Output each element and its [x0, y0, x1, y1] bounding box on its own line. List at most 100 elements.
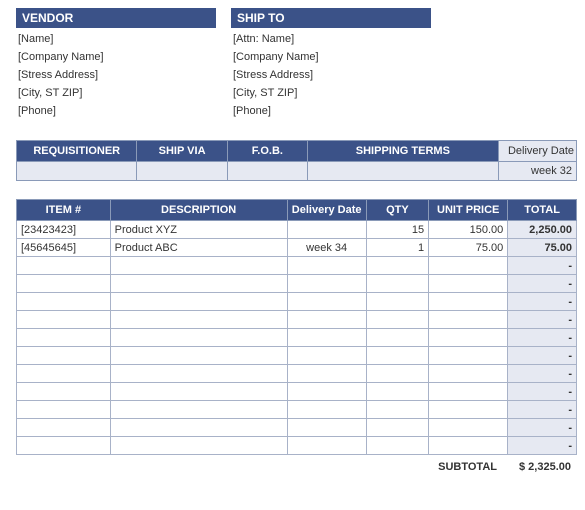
cell-item[interactable] [17, 365, 111, 383]
table-row: - [17, 383, 577, 401]
cell-qty[interactable] [366, 311, 428, 329]
cell-total: 2,250.00 [508, 221, 577, 239]
subtotal-row: SUBTOTAL $ 2,325.00 [16, 457, 577, 477]
shipto-title: SHIP TO [231, 8, 431, 28]
table-row: [23423423]Product XYZ 15150.002,250.00 [17, 221, 577, 239]
cell-total: - [508, 401, 577, 419]
cell-delivery[interactable] [287, 437, 366, 455]
table-row: - [17, 329, 577, 347]
items-header: Delivery Date [287, 200, 366, 221]
cell-item[interactable] [17, 293, 111, 311]
cell-description[interactable]: Product XYZ [110, 221, 287, 239]
cell-item[interactable] [17, 329, 111, 347]
cell-total: - [508, 311, 577, 329]
items-header: ITEM # [17, 200, 111, 221]
shipto-fields: [Attn: Name] [Company Name] [Stress Addr… [231, 28, 431, 120]
cell-description[interactable] [110, 347, 287, 365]
cell-delivery[interactable] [287, 275, 366, 293]
cell-item[interactable] [17, 437, 111, 455]
cell-qty[interactable]: 1 [366, 239, 428, 257]
cell-description[interactable] [110, 329, 287, 347]
cell-delivery[interactable] [287, 401, 366, 419]
cell-unit-price[interactable]: 150.00 [429, 221, 508, 239]
cell-qty[interactable] [366, 347, 428, 365]
cell-unit-price[interactable] [429, 365, 508, 383]
cell-description[interactable] [110, 365, 287, 383]
cell-item[interactable] [17, 311, 111, 329]
cell-item[interactable] [17, 347, 111, 365]
cell-item[interactable] [17, 275, 111, 293]
cell-description[interactable] [110, 419, 287, 437]
cell-item[interactable] [17, 383, 111, 401]
shipto-field: [Phone] [233, 102, 431, 120]
cell-delivery[interactable] [287, 365, 366, 383]
vendor-field: [Stress Address] [18, 66, 216, 84]
cell-qty[interactable] [366, 401, 428, 419]
cell-description[interactable] [110, 437, 287, 455]
cell-delivery[interactable] [287, 221, 366, 239]
cell-qty[interactable] [366, 275, 428, 293]
cell-delivery[interactable] [287, 419, 366, 437]
cell-ship-via[interactable] [137, 162, 227, 181]
table-row: - [17, 311, 577, 329]
cell-item[interactable]: [45645645] [17, 239, 111, 257]
cell-unit-price[interactable] [429, 293, 508, 311]
cell-fob[interactable] [227, 162, 307, 181]
table-row: [45645645]Product ABCweek 34175.0075.00 [17, 239, 577, 257]
table-row: - [17, 437, 577, 455]
cell-qty[interactable] [366, 437, 428, 455]
cell-unit-price[interactable] [429, 329, 508, 347]
cell-unit-price[interactable] [429, 401, 508, 419]
table-row: - [17, 419, 577, 437]
table-row: - [17, 293, 577, 311]
cell-total: 75.00 [508, 239, 577, 257]
cell-qty[interactable] [366, 293, 428, 311]
cell-item[interactable]: [23423423] [17, 221, 111, 239]
cell-unit-price[interactable] [429, 347, 508, 365]
cell-description[interactable] [110, 311, 287, 329]
cell-item[interactable] [17, 401, 111, 419]
cell-unit-price[interactable] [429, 257, 508, 275]
vendor-field: [City, ST ZIP] [18, 84, 216, 102]
cell-delivery[interactable] [287, 329, 366, 347]
cell-delivery[interactable] [287, 257, 366, 275]
shipto-field: [Stress Address] [233, 66, 431, 84]
cell-delivery[interactable] [287, 347, 366, 365]
table-row: - [17, 347, 577, 365]
cell-description[interactable] [110, 383, 287, 401]
cell-delivery[interactable] [287, 311, 366, 329]
cell-unit-price[interactable]: 75.00 [429, 239, 508, 257]
shipping-header: Delivery Date [498, 141, 576, 162]
cell-item[interactable] [17, 257, 111, 275]
cell-unit-price[interactable] [429, 311, 508, 329]
cell-qty[interactable] [366, 257, 428, 275]
cell-unit-price[interactable] [429, 419, 508, 437]
cell-delivery[interactable] [287, 293, 366, 311]
cell-unit-price[interactable] [429, 437, 508, 455]
cell-delivery[interactable]: week 34 [287, 239, 366, 257]
cell-unit-price[interactable] [429, 383, 508, 401]
cell-qty[interactable] [366, 419, 428, 437]
shipto-field: [Attn: Name] [233, 30, 431, 48]
cell-total: - [508, 275, 577, 293]
cell-qty[interactable] [366, 329, 428, 347]
cell-item[interactable] [17, 419, 111, 437]
cell-qty[interactable] [366, 365, 428, 383]
vendor-field: [Company Name] [18, 48, 216, 66]
shipping-header: SHIPPING TERMS [308, 141, 499, 162]
cell-terms[interactable] [308, 162, 499, 181]
cell-description[interactable] [110, 293, 287, 311]
shipping-table: REQUISITIONERSHIP VIAF.O.B.SHIPPING TERM… [16, 140, 577, 181]
cell-description[interactable] [110, 401, 287, 419]
cell-qty[interactable] [366, 383, 428, 401]
cell-requisitioner[interactable] [17, 162, 137, 181]
cell-description[interactable] [110, 275, 287, 293]
cell-description[interactable]: Product ABC [110, 239, 287, 257]
cell-delivery-date[interactable]: week 32 [498, 162, 576, 181]
items-header: DESCRIPTION [110, 200, 287, 221]
cell-description[interactable] [110, 257, 287, 275]
cell-delivery[interactable] [287, 383, 366, 401]
cell-qty[interactable]: 15 [366, 221, 428, 239]
shipping-header: F.O.B. [227, 141, 307, 162]
cell-unit-price[interactable] [429, 275, 508, 293]
